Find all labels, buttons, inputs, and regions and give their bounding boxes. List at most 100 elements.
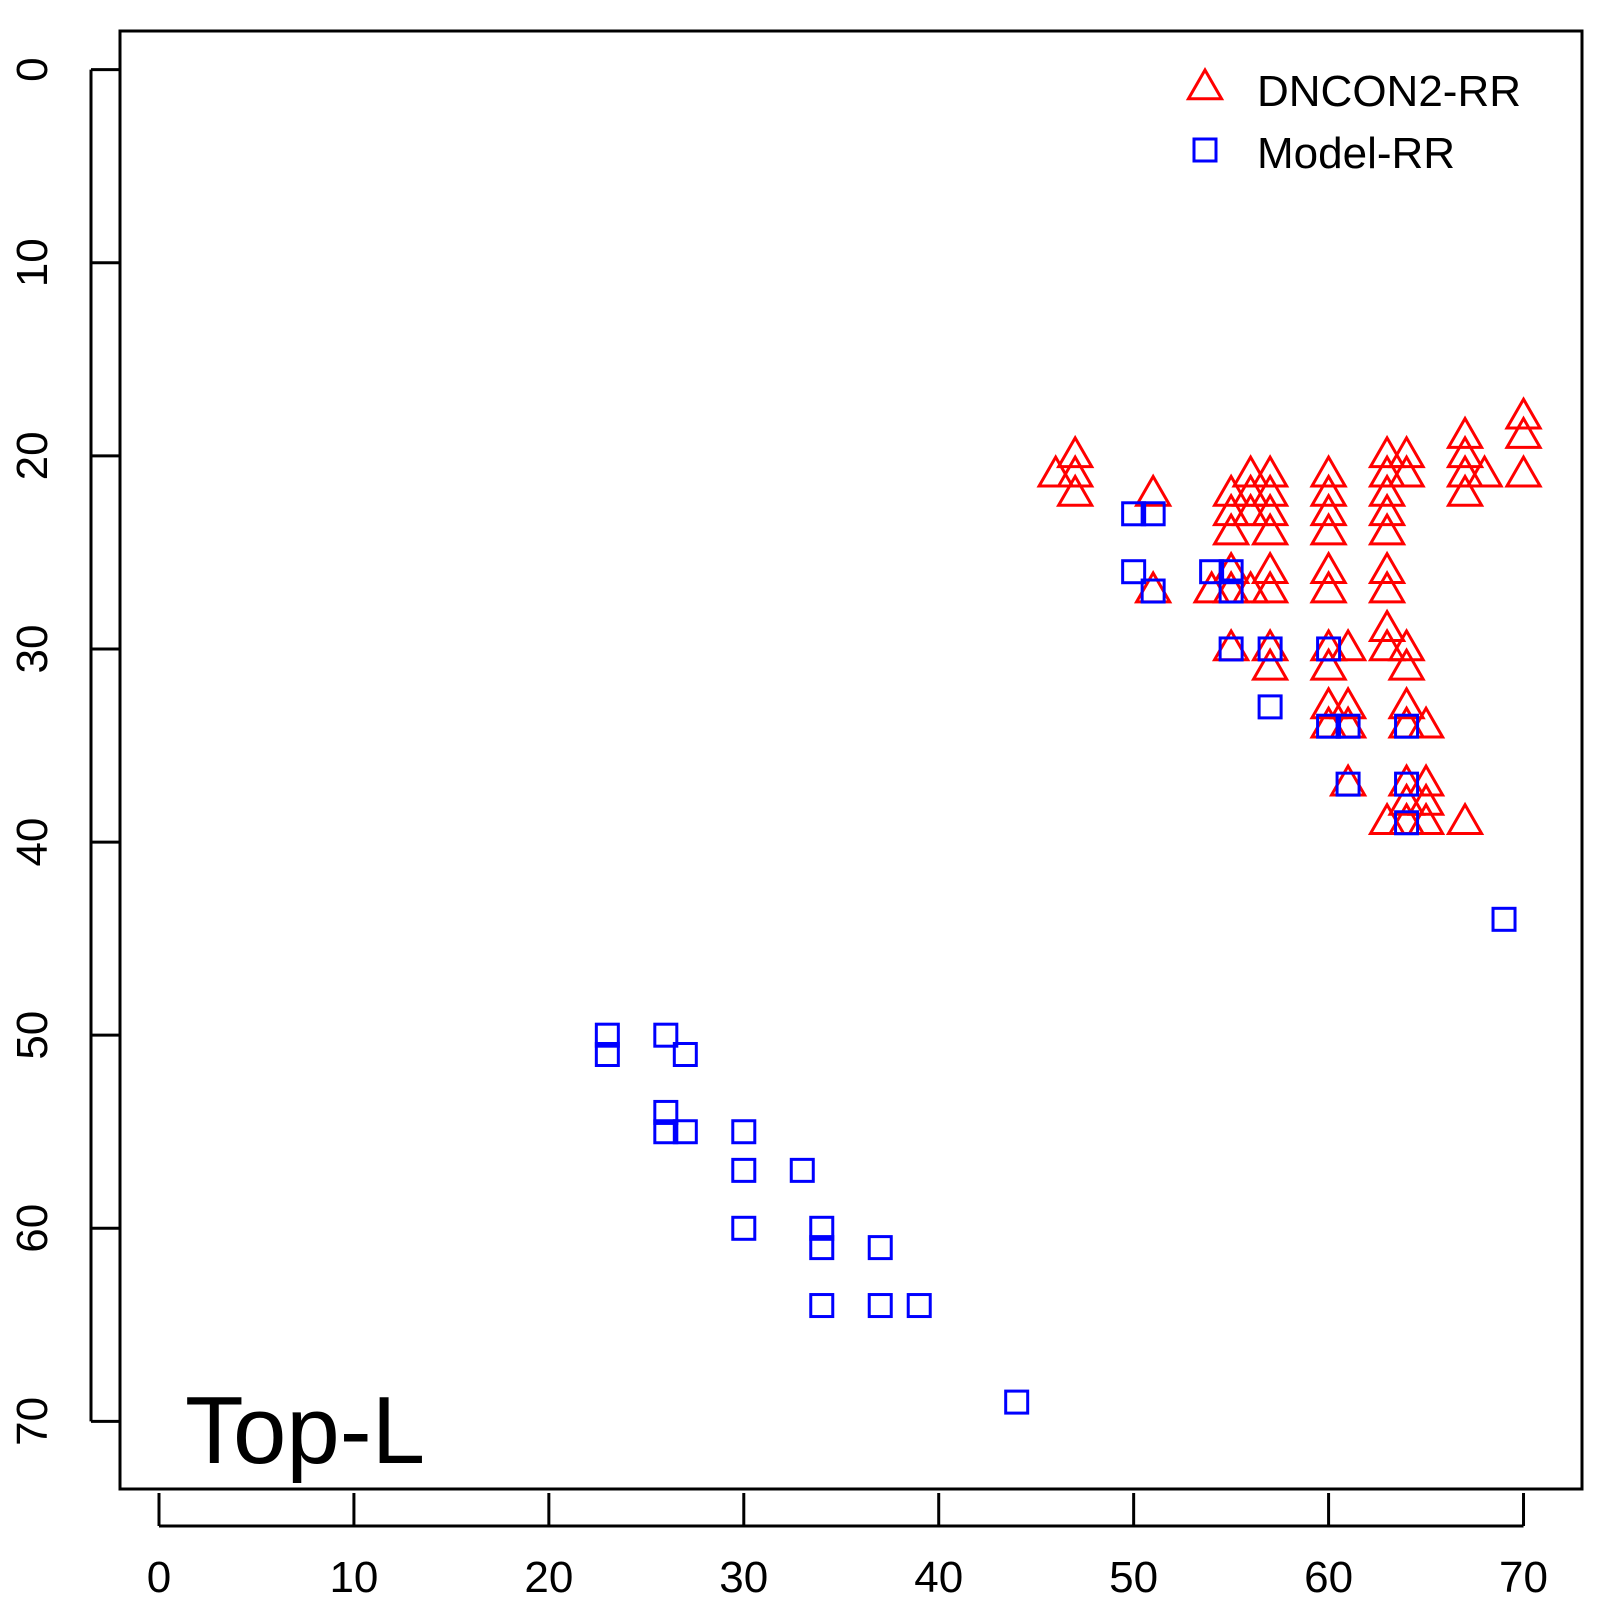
y-tick-label: 20 — [8, 431, 57, 480]
model-rr-point — [672, 1041, 698, 1067]
y-tick-label: 30 — [8, 624, 57, 673]
model-rr-point — [1394, 771, 1420, 797]
dncon2-rr-point — [1309, 492, 1348, 527]
dncon2-rr-point — [1231, 454, 1270, 488]
dncon2-rr-point — [1250, 550, 1290, 585]
dncon2-rr-point — [1367, 512, 1407, 546]
dncon2-rr-point — [1504, 396, 1543, 430]
x-tick-label: 60 — [1304, 1553, 1353, 1600]
x-tick-label: 10 — [329, 1553, 378, 1600]
dncon2-rr-point — [1445, 473, 1485, 507]
model-rr-point — [1316, 713, 1342, 739]
y-tick-label: 40 — [8, 818, 57, 867]
dncon2-rr-point — [1231, 473, 1270, 507]
dncon2-rr-point — [1056, 454, 1095, 488]
model-rr-point — [1199, 559, 1225, 585]
dncon2-rr-point — [1367, 434, 1407, 469]
dncon2-rr-point — [1250, 454, 1290, 488]
dncon2-rr-point — [1309, 512, 1348, 546]
y-tick-label: 10 — [8, 238, 57, 287]
dncon2-rr-point — [1231, 492, 1270, 527]
legend-triangle-icon — [1185, 66, 1225, 101]
dncon2-rr-point — [1250, 647, 1290, 681]
model-rr-point — [1316, 636, 1342, 662]
x-tick-label: 30 — [719, 1553, 768, 1600]
y-tick-label: 50 — [8, 1011, 57, 1060]
dncon2-rr-point — [1387, 627, 1426, 662]
x-tick-label: 0 — [147, 1553, 171, 1600]
dncon2-rr-point — [1406, 782, 1446, 816]
model-rr-point — [653, 1119, 679, 1145]
model-rr-point — [809, 1235, 835, 1261]
y-tick-label: 70 — [8, 1397, 57, 1446]
dncon2-rr-point — [1504, 454, 1543, 488]
model-rr-point — [867, 1293, 893, 1319]
model-rr-point — [1218, 578, 1244, 604]
dncon2-rr-point — [1056, 473, 1095, 507]
dncon2-rr-point — [1250, 512, 1290, 546]
dncon2-rr-point — [1465, 454, 1504, 488]
model-rr-point — [789, 1157, 815, 1183]
model-rr-point — [1394, 810, 1420, 836]
dncon2-rr-point — [1367, 570, 1407, 604]
dncon2-rr-point — [1250, 473, 1290, 507]
model-rr-point — [731, 1215, 757, 1241]
y-axis: 0 10 20 30 40 50 60 70 — [8, 57, 120, 1446]
legend-label-dncon2: DNCON2-RR — [1257, 67, 1521, 116]
x-tick-label: 40 — [914, 1553, 963, 1600]
dncon2-rr-point — [1309, 550, 1348, 585]
y-tick-label: 0 — [8, 57, 57, 81]
x-tick-label: 20 — [524, 1553, 573, 1600]
dncon2-rr-point — [1309, 570, 1348, 604]
dncon2-rr-point — [1445, 415, 1485, 449]
y-tick-label: 60 — [8, 1204, 57, 1253]
model-rr-point — [594, 1041, 620, 1067]
dncon2-rr-point — [1445, 801, 1485, 836]
dncon2-rr-point — [1309, 473, 1348, 507]
dncon2-rr-point — [1387, 685, 1426, 720]
x-tick-label: 50 — [1109, 1553, 1158, 1600]
dncon2-rr-point — [1367, 454, 1407, 488]
legend-label-model: Model-RR — [1257, 129, 1455, 178]
model-rr-point — [809, 1215, 835, 1241]
dncon2-rr-point — [1328, 685, 1368, 720]
plot-frame — [118, 29, 1584, 1491]
dncon2-rr-point — [1250, 570, 1290, 604]
model-rr-point — [731, 1157, 757, 1183]
dncon2-rr-point — [1387, 647, 1426, 681]
legend-square-icon — [1192, 137, 1218, 163]
model-rr-point — [906, 1293, 932, 1319]
dncon2-rr-point — [1367, 492, 1407, 527]
dncon2-rr-point — [1211, 492, 1251, 527]
dncon2-rr-point — [1309, 454, 1348, 488]
model-rr-point — [809, 1293, 835, 1319]
panel-label: Top-L — [185, 1377, 425, 1484]
dncon2-rr-point — [1387, 454, 1426, 488]
dncon2-rr-point — [1445, 454, 1485, 488]
dncon2-rr-point — [1367, 473, 1407, 507]
model-rr-point — [1491, 906, 1517, 932]
model-rr-point — [1218, 559, 1244, 585]
model-rr-point — [1140, 501, 1166, 527]
dncon2-rr-point — [1367, 550, 1407, 585]
model-rr-point — [1121, 559, 1147, 585]
dncon2-rr-point — [1056, 434, 1095, 469]
dncon2-rr-point — [1211, 473, 1251, 507]
legend: DNCON2-RR Model-RR — [1185, 66, 1521, 178]
dncon2-rr-point — [1387, 782, 1426, 816]
model-rr-point — [653, 1099, 679, 1125]
dncon2-rr-point — [1387, 434, 1426, 469]
dncon2-rr-point — [1133, 473, 1173, 507]
model-rr-point — [1394, 713, 1420, 739]
dncon2-rr-point — [1309, 647, 1348, 681]
dncon2-rr-point — [1445, 434, 1485, 469]
model-rr-point — [867, 1235, 893, 1261]
model-rr-point — [1140, 578, 1166, 604]
dncon2-rr-point — [1036, 454, 1075, 488]
model-rr-point — [1257, 636, 1283, 662]
model-rr-point — [594, 1022, 620, 1048]
model-rr-point — [1218, 636, 1244, 662]
dncon2-rr-point — [1250, 492, 1290, 527]
x-axis: 0 10 20 30 40 50 60 70 — [147, 1493, 1548, 1600]
